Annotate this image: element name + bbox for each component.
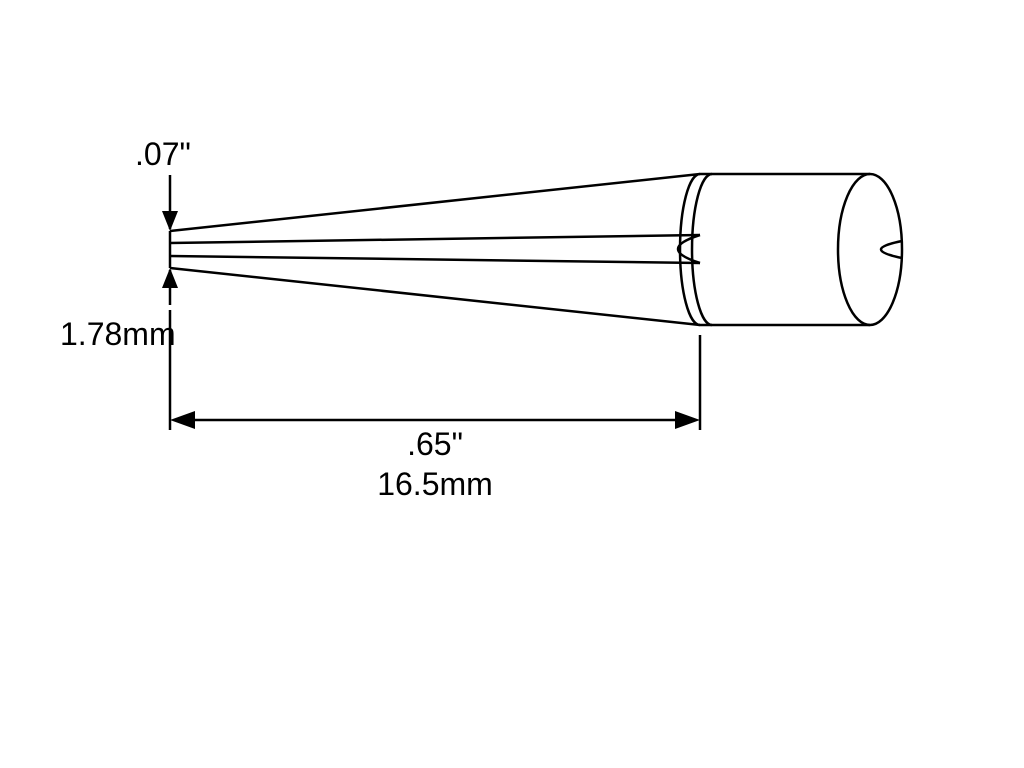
tip-body [170,174,902,325]
length-arrow-right [675,411,700,429]
length-mm: 16.5mm [377,466,493,502]
notch-upper [170,235,700,243]
length-arrow-left [170,411,195,429]
top-taper [170,174,700,231]
length-inches: .65" [407,426,463,462]
tip-dim-upper-arrow [162,211,178,231]
tip-dim-lower-arrow [162,268,178,288]
length-dimension: .65" 16.5mm [170,310,700,502]
tip-width-inches: .07" [135,136,191,172]
bottom-taper [170,268,700,325]
technical-drawing: .07" 1.78mm .65" 16.5mm [0,0,1024,768]
shank-back-ellipse [838,174,902,325]
tip-width-mm: 1.78mm [60,316,176,352]
notch-lower [170,256,700,263]
shank-front-arc-2 [692,174,712,325]
back-ellipse-split [881,241,902,258]
